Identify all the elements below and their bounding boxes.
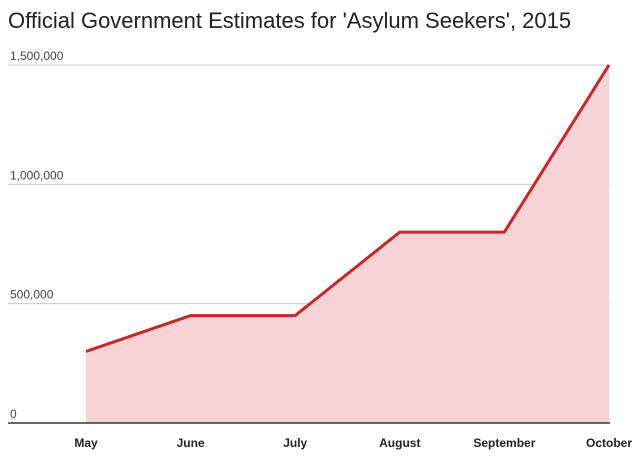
y-tick-label: 0 [10, 407, 17, 421]
x-tick-label: August [379, 436, 420, 450]
y-axis: 0 500,000 1,000,000 1,500,000 [10, 49, 64, 421]
chart-title: Official Government Estimates for 'Asylu… [8, 8, 571, 33]
y-tick-label: 500,000 [10, 288, 54, 302]
series-line [85, 64, 611, 353]
x-tick-label: July [283, 436, 307, 450]
x-tick-label: September [473, 436, 535, 450]
area-fill [86, 65, 609, 423]
x-tick-label: May [74, 436, 98, 450]
x-tick-label: October [586, 436, 632, 450]
y-tick-label: 1,500,000 [10, 49, 64, 63]
area-fill-group [86, 65, 609, 423]
x-tick-label: June [177, 436, 205, 450]
series-line-group [85, 64, 611, 353]
x-axis: May June July August September October [8, 422, 632, 450]
y-tick-label: 1,000,000 [10, 168, 64, 182]
